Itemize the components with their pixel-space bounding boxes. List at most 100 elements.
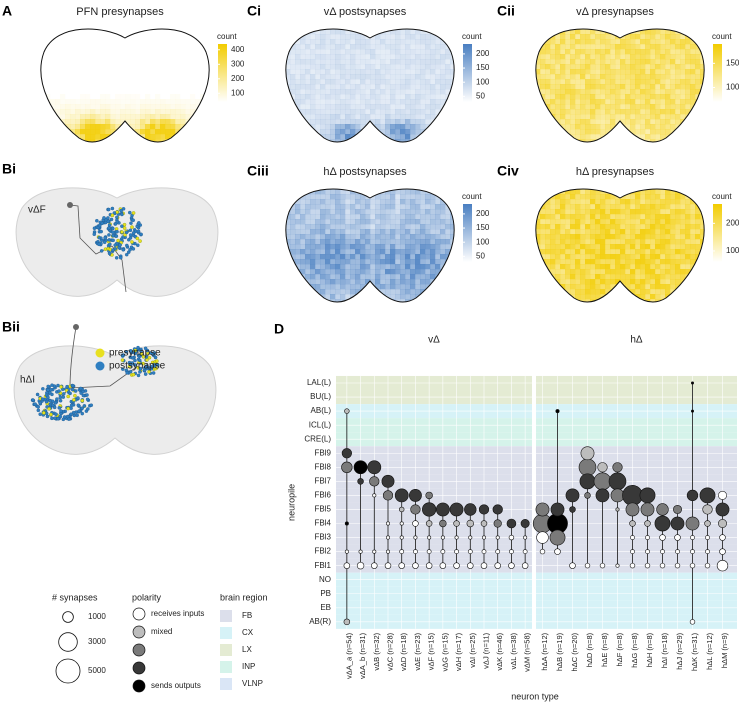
heat-cell: [405, 219, 411, 225]
heat-cell: [640, 249, 646, 255]
heat-cell: [180, 139, 186, 142]
heat-cell: [535, 114, 541, 120]
heat-cell: [445, 64, 451, 70]
heat-cell: [320, 189, 326, 195]
heat-cell: [280, 249, 285, 254]
heat-cell: [370, 259, 376, 265]
heat-cell: [580, 274, 586, 280]
heat-cell: [600, 254, 606, 260]
heat-cell: [330, 204, 336, 210]
heat-cell: [335, 89, 341, 95]
heat-cell: [285, 79, 291, 85]
heat-cell: [410, 264, 416, 270]
heat-cell: [400, 89, 406, 95]
heat-cell: [690, 129, 696, 135]
heat-cell: [565, 279, 571, 285]
heat-cell: [400, 214, 406, 220]
heat-cell: [285, 124, 291, 130]
heat-cell: [635, 144, 640, 149]
heat-cell: [705, 129, 710, 134]
heat-cell: [580, 234, 586, 240]
heat-cell: [420, 124, 426, 130]
bubble: [358, 549, 363, 554]
heat-cell: [140, 144, 145, 149]
heat-cell: [585, 134, 591, 140]
heat-cell: [455, 209, 460, 214]
heat-cell: [560, 139, 566, 142]
heat-cell: [440, 234, 446, 240]
heat-cell: [425, 54, 431, 60]
heat-cell: [290, 234, 296, 240]
heat-cell: [280, 99, 285, 104]
heat-cell: [630, 94, 636, 100]
heat-cell: [625, 29, 631, 30]
heat-cell: [445, 269, 451, 275]
heat-cell: [375, 229, 381, 235]
heat-cell: [355, 119, 361, 125]
heat-cell: [645, 84, 651, 90]
postsynapse-dot: [128, 355, 133, 359]
heat-cell: [345, 69, 351, 75]
heat-cell: [400, 129, 406, 135]
postsynapse-dot: [69, 412, 73, 416]
heat-cell: [430, 89, 436, 95]
heat-cell: [590, 129, 596, 135]
heat-cell: [635, 104, 641, 110]
heat-cell: [410, 254, 416, 260]
postsynapse-dot: [114, 256, 119, 260]
heat-cell: [550, 229, 556, 235]
x-tick-label: vΔJ (n=11): [481, 632, 490, 668]
heat-cell: [305, 209, 311, 215]
heat-cell: [440, 39, 446, 45]
x-tick-label: hΔB (n=19): [555, 632, 564, 671]
heat-cell: [370, 269, 376, 275]
heat-cell: [545, 224, 551, 230]
heat-cell: [210, 94, 215, 99]
y-tick-label: FBl5: [315, 505, 332, 514]
heat-cell: [620, 264, 626, 270]
heat-cell: [635, 254, 641, 260]
heat-cell: [455, 34, 460, 39]
heat-cell: [330, 144, 335, 149]
postsynapse-dot: [97, 235, 101, 240]
heat-cell: [325, 189, 331, 190]
heat-cell: [120, 109, 126, 115]
heat-cell: [585, 44, 591, 50]
heat-cell: [305, 264, 311, 270]
heat-cell: [310, 104, 316, 110]
heat-cell: [290, 224, 296, 230]
heat-cell: [100, 119, 106, 125]
heat-cell: [85, 134, 91, 140]
colorbar: [218, 44, 227, 102]
heat-cell: [560, 259, 566, 265]
heat-cell: [545, 294, 551, 300]
heat-cell: [325, 274, 331, 280]
heat-cell: [560, 69, 566, 75]
heat-cell: [530, 74, 535, 79]
heat-cell: [125, 144, 130, 149]
heat-cell: [560, 249, 566, 255]
heat-cell: [555, 114, 561, 120]
heat-cell: [425, 99, 431, 105]
heat-cell: [450, 259, 455, 265]
heat-cell: [695, 289, 701, 295]
heat-cell: [405, 294, 411, 300]
heat-cell: [615, 189, 621, 190]
heat-cell: [415, 59, 421, 65]
heat-cell: [355, 69, 361, 75]
heat-cell: [570, 194, 576, 200]
colorbar-tick-label: 150: [476, 223, 490, 232]
heat-cell: [140, 119, 146, 125]
heat-cell: [635, 294, 641, 300]
heat-cell: [650, 219, 656, 225]
heat-cell: [530, 219, 535, 224]
heat-cell: [455, 84, 460, 89]
heat-cell: [540, 29, 546, 30]
heat-cell: [445, 29, 451, 35]
heat-cell: [665, 254, 671, 260]
heat-cell: [545, 49, 551, 55]
heat-cell: [290, 49, 296, 55]
heat-cell: [545, 124, 551, 130]
heat-cell: [670, 54, 676, 60]
heat-cell: [685, 94, 691, 100]
